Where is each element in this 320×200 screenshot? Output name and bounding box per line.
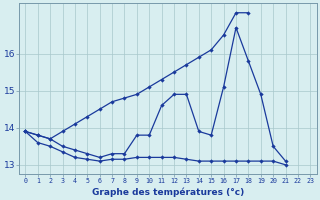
X-axis label: Graphe des températures (°c): Graphe des températures (°c)	[92, 187, 244, 197]
